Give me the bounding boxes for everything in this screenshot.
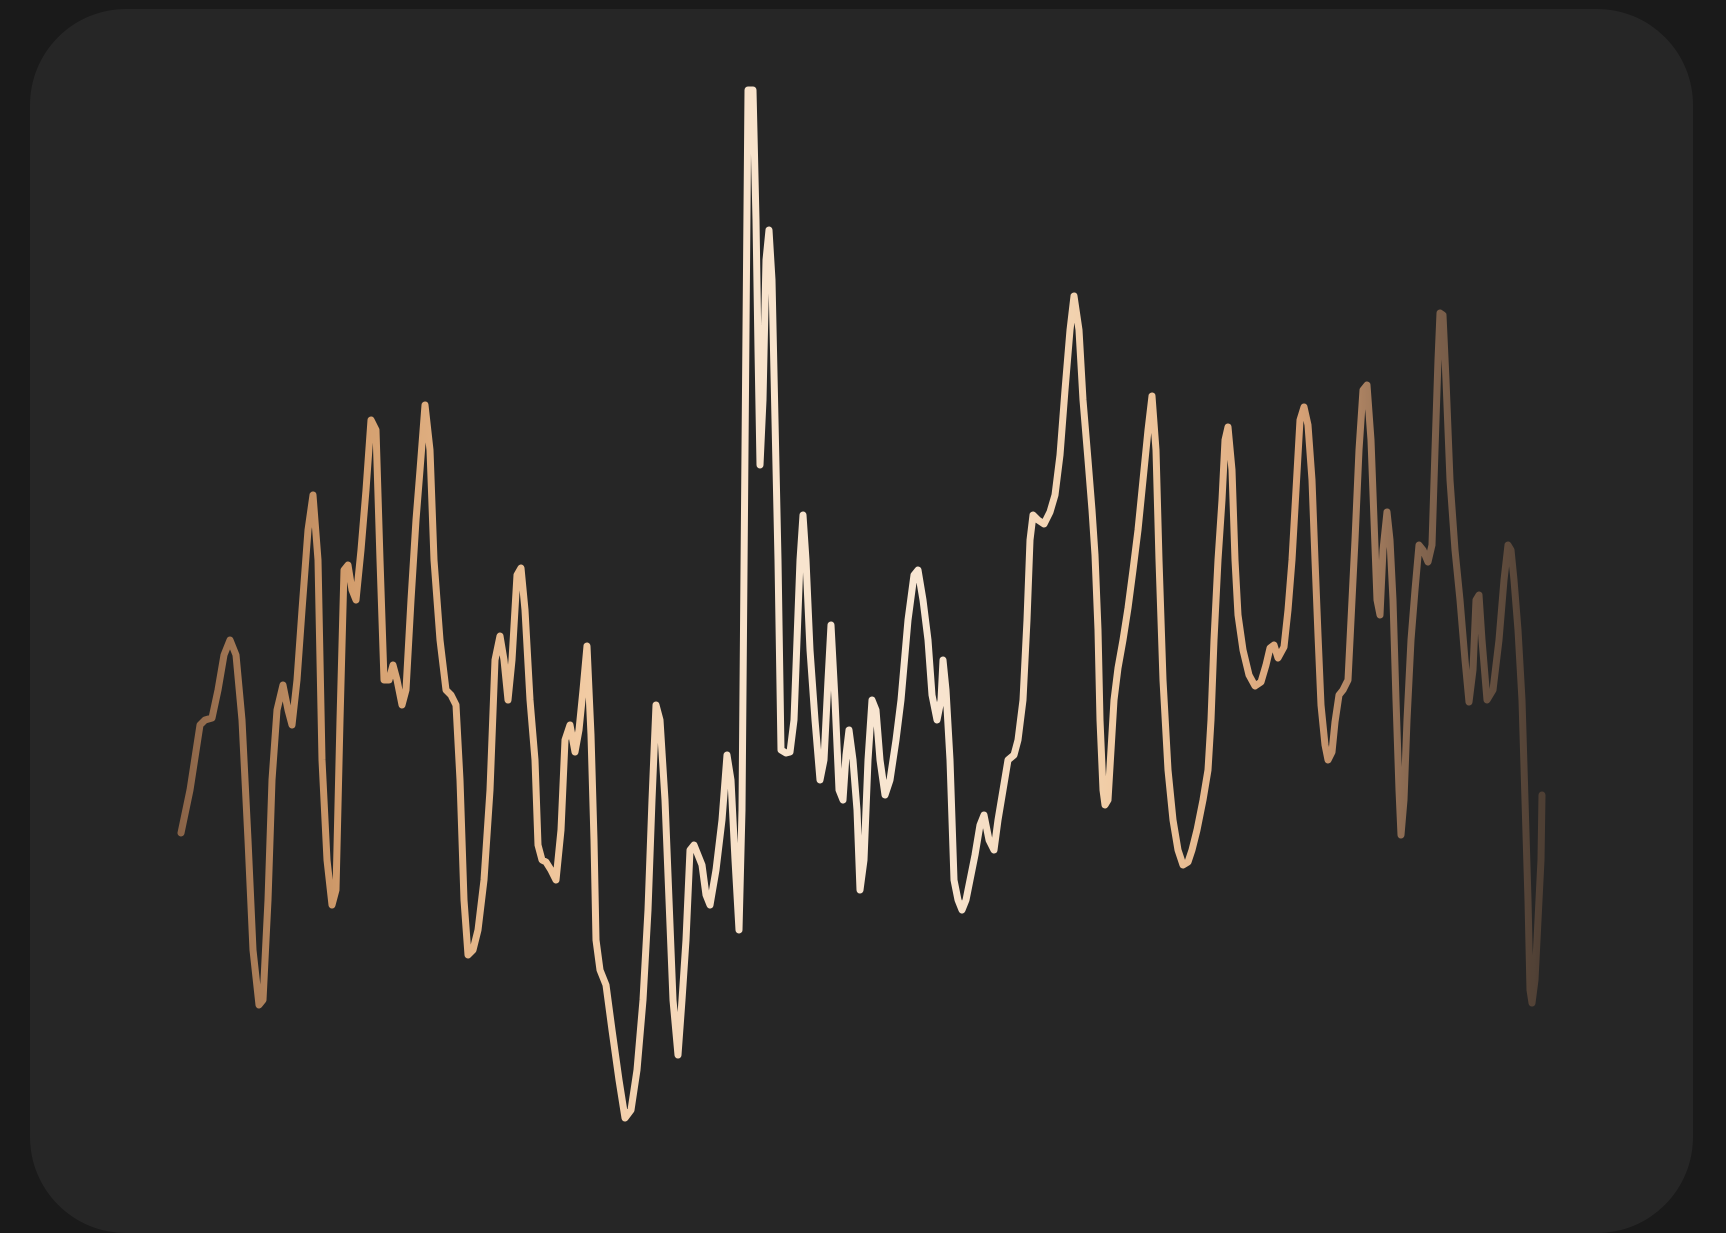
waveform-line [177, 86, 1546, 1122]
